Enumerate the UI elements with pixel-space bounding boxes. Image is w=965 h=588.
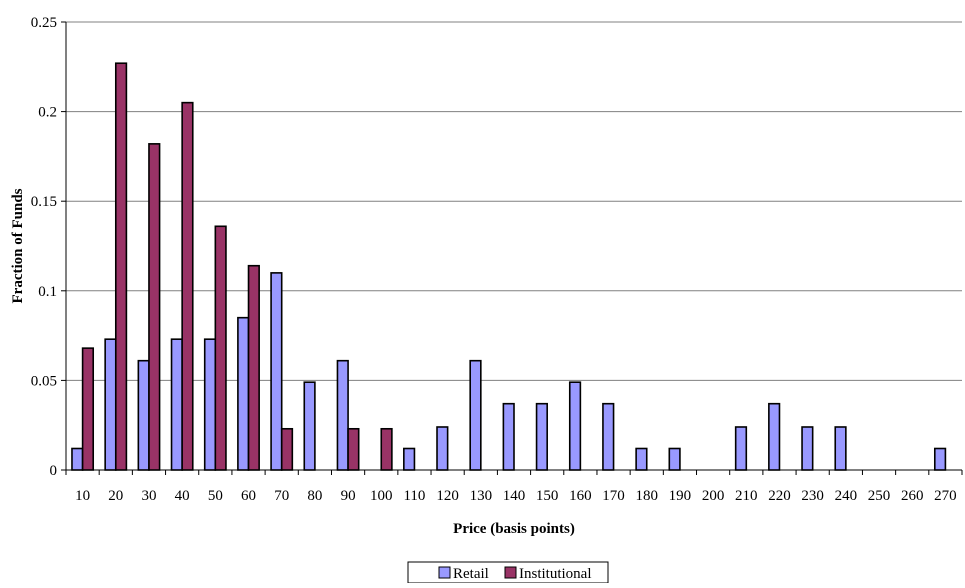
x-tick-label: 10 <box>75 488 90 504</box>
x-tick-label: 180 <box>635 488 658 504</box>
y-tick-label: 0 <box>50 463 58 479</box>
bar-retail-190 <box>668 447 681 471</box>
x-tick-label: 30 <box>141 488 156 504</box>
x-tick-label: 90 <box>341 488 356 504</box>
x-tick-label: 270 <box>934 488 957 504</box>
bar-retail-40 <box>170 338 183 471</box>
bar-retail-180 <box>635 447 648 471</box>
bar-retail-270 <box>933 447 947 471</box>
bar-retail-120 <box>436 426 449 471</box>
x-tick-label: 50 <box>208 488 223 504</box>
x-tick-label: 230 <box>801 488 824 504</box>
x-tick-label: 220 <box>768 488 791 504</box>
bar-retail-60 <box>237 316 250 471</box>
x-tick-label: 210 <box>735 488 758 504</box>
legend-label-institutional: Institutional <box>519 566 592 582</box>
bar-institutional-40 <box>181 101 194 471</box>
x-tick-label: 70 <box>274 488 289 504</box>
bar-retail-140 <box>502 402 515 471</box>
x-tick-label: 200 <box>702 488 725 504</box>
bar-retail-30 <box>137 359 150 471</box>
y-tick-label: 0.1 <box>38 284 57 300</box>
bar-retail-50 <box>203 338 217 471</box>
x-tick-label: 140 <box>503 488 526 504</box>
bar-retail-240 <box>834 426 847 471</box>
bar-retail-220 <box>768 402 781 471</box>
x-tick-label: 120 <box>436 488 459 504</box>
legend: Retail Institutional <box>407 561 609 584</box>
bar-institutional-50 <box>214 225 227 471</box>
x-tick-label: 250 <box>868 488 891 504</box>
bar-retail-210 <box>734 426 748 471</box>
x-tick-label: 60 <box>241 488 256 504</box>
legend-label-retail: Retail <box>453 566 489 582</box>
bar-retail-10 <box>71 447 84 471</box>
x-axis-title: Price (basis points) <box>453 521 575 537</box>
bar-retail-130 <box>469 359 482 471</box>
bar-retail-80 <box>303 381 316 471</box>
bar-institutional-20 <box>114 62 128 471</box>
y-tick-label: 0.15 <box>31 194 57 210</box>
legend-swatch-retail <box>438 566 451 579</box>
bar-retail-90 <box>336 359 349 471</box>
x-tick-label: 260 <box>901 488 924 504</box>
x-tick-label: 240 <box>835 488 858 504</box>
bar-retail-20 <box>104 338 117 471</box>
bar-institutional-10 <box>81 347 95 471</box>
bar-retail-150 <box>535 402 548 471</box>
y-tick-label: 0.25 <box>31 15 57 31</box>
x-tick-label: 80 <box>307 488 322 504</box>
x-tick-label: 100 <box>370 488 393 504</box>
bar-layer <box>71 62 947 471</box>
y-tick-label: 0.2 <box>38 105 57 121</box>
bar-retail-70 <box>270 272 283 471</box>
x-tick-label: 160 <box>569 488 592 504</box>
axis-layer: 0 0.05 0.1 0.15 0.2 0.25 10 20 30 40 50 60 70 80 90 100… <box>31 15 963 504</box>
grid-layer <box>66 21 962 381</box>
bar-institutional-70 <box>280 427 294 471</box>
bar-retail-230 <box>801 426 814 471</box>
x-tick-label: 190 <box>669 488 692 504</box>
y-tick-label: 0.05 <box>31 373 57 389</box>
x-tick-label: 150 <box>536 488 559 504</box>
x-tick-label: 130 <box>470 488 493 504</box>
bar-institutional-100 <box>380 427 393 471</box>
x-tick-label: 170 <box>602 488 625 504</box>
bar-institutional-30 <box>148 143 161 471</box>
bar-retail-110 <box>403 447 416 471</box>
bar-retail-170 <box>602 402 615 471</box>
bar-retail-160 <box>568 381 582 471</box>
y-axis-title: Fraction of Funds <box>10 188 26 303</box>
legend-swatch-institutional <box>504 566 517 579</box>
bar-institutional-60 <box>247 264 260 471</box>
x-tick-label: 110 <box>403 488 425 504</box>
x-tick-label: 40 <box>175 488 190 504</box>
bar-institutional-90 <box>347 427 360 471</box>
x-tick-label: 20 <box>108 488 123 504</box>
